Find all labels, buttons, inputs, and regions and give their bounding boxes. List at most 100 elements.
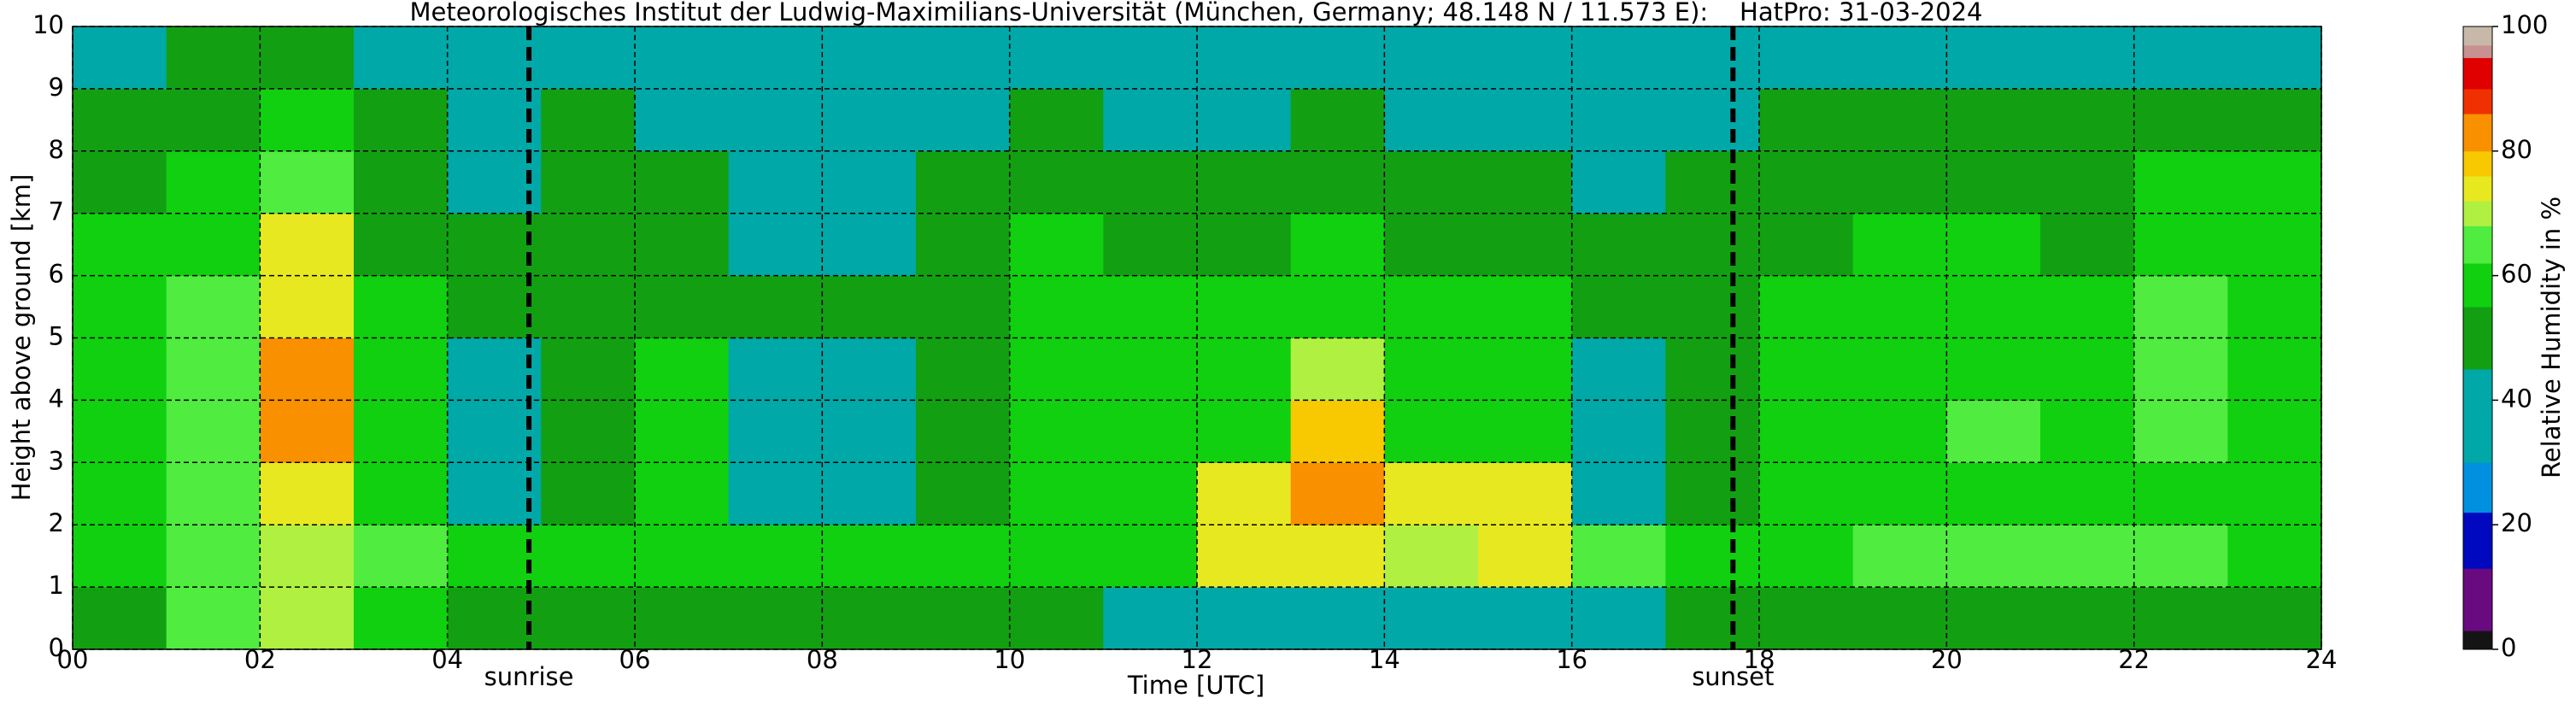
- heatmap-cell: [1009, 275, 1104, 338]
- heatmap-cell: [260, 462, 355, 525]
- heatmap-cell: [728, 275, 823, 338]
- heatmap-cell: [1478, 525, 1573, 588]
- heatmap-cell: [1290, 337, 1385, 401]
- heatmap-cell: [1103, 150, 1198, 214]
- heatmap-cell: [73, 400, 167, 463]
- heatmap-cell: [1009, 525, 1104, 588]
- heatmap-cell: [822, 587, 917, 650]
- heatmap-cell: [1665, 462, 1760, 525]
- colorbar-tick-label: 0: [2501, 633, 2516, 662]
- heatmap-cell: [1665, 88, 1760, 152]
- colorbar-band: [2463, 88, 2492, 114]
- heatmap-cell: [1759, 337, 1854, 401]
- heatmap-cell: [447, 587, 542, 650]
- heatmap-cell: [2040, 26, 2135, 90]
- heatmap-cell: [1290, 88, 1385, 152]
- heatmap-cell: [260, 587, 355, 650]
- heatmap-cell: [1103, 462, 1198, 525]
- heatmap-cell: [354, 525, 449, 588]
- heatmap-cell: [166, 400, 261, 463]
- heatmap-cell: [2133, 26, 2228, 90]
- y-tick-label: 10: [32, 10, 64, 39]
- heatmap-cell: [1852, 400, 1947, 463]
- heatmap-cell: [447, 337, 542, 401]
- heatmap-cell: [916, 26, 1011, 90]
- heatmap-cell: [1852, 275, 1947, 338]
- heatmap-cell: [1665, 525, 1760, 588]
- heatmap-cell: [1946, 525, 2041, 588]
- heatmap-cell: [2227, 400, 2322, 463]
- heatmap-cell: [2040, 337, 2135, 401]
- heatmap-cell: [447, 462, 542, 525]
- heatmap-cell: [2227, 275, 2322, 338]
- y-tick-label: 9: [49, 73, 64, 102]
- heatmap-cell: [447, 26, 542, 90]
- colorbar-tick-label: 40: [2501, 384, 2532, 413]
- heatmap-cell: [1759, 88, 1854, 152]
- heatmap-cell: [1946, 275, 2041, 338]
- colorbar-band: [2463, 226, 2492, 264]
- colorbar-band: [2463, 44, 2492, 58]
- heatmap-cell: [1665, 26, 1760, 90]
- heatmap-cell: [354, 150, 449, 214]
- annotation: sunrise: [484, 662, 574, 691]
- heatmap-cell: [1197, 26, 1292, 90]
- heatmap-cell: [447, 275, 542, 338]
- heatmap-cell: [447, 150, 542, 214]
- heatmap-cell: [1946, 337, 2041, 401]
- heatmap-cell: [1290, 462, 1385, 525]
- heatmap-cell: [1384, 26, 1479, 90]
- heatmap-cell: [166, 462, 261, 525]
- heatmap-cell: [728, 525, 823, 588]
- heatmap-cell: [541, 462, 636, 525]
- heatmap-cell: [1852, 150, 1947, 214]
- heatmap-cell: [166, 26, 261, 90]
- heatmap-cell: [635, 26, 730, 90]
- heatmap-cell: [73, 275, 167, 338]
- heatmap-cell: [1571, 213, 1666, 277]
- heatmap-cell: [1384, 462, 1479, 525]
- heatmap-cell: [635, 213, 730, 277]
- heatmap-cell: [260, 400, 355, 463]
- y-axis-label: Height above ground [km]: [7, 174, 36, 502]
- heatmap-cell: [1665, 275, 1760, 338]
- heatmap-cell: [541, 337, 636, 401]
- heatmap-cell: [1571, 337, 1666, 401]
- heatmap-cell: [1478, 150, 1573, 214]
- heatmap-cell: [1384, 337, 1479, 401]
- heatmap-cell: [1197, 587, 1292, 650]
- colorbar-band: [2463, 201, 2492, 226]
- heatmap-cell: [1759, 275, 1854, 338]
- heatmap-cell: [635, 400, 730, 463]
- heatmap-cell: [1759, 462, 1854, 525]
- heatmap-cell: [1009, 150, 1104, 214]
- heatmap-cell: [2040, 587, 2135, 650]
- heatmap-cell: [728, 213, 823, 277]
- heatmap-cell: [354, 275, 449, 338]
- heatmap-cell: [1759, 26, 1854, 90]
- heatmap-cell: [1759, 400, 1854, 463]
- heatmap-cell: [541, 400, 636, 463]
- heatmap-cell: [1384, 400, 1479, 463]
- heatmap-cell: [2040, 150, 2135, 214]
- heatmap-cell: [1946, 213, 2041, 277]
- heatmap-cell: [1009, 400, 1104, 463]
- heatmap-cell: [1384, 587, 1479, 650]
- heatmap-cell: [73, 88, 167, 152]
- heatmap-cell: [2227, 88, 2322, 152]
- heatmap-cell: [2227, 150, 2322, 214]
- heatmap-cell: [1478, 337, 1573, 401]
- heatmap-cell: [635, 462, 730, 525]
- heatmap-cell: [2040, 213, 2135, 277]
- heatmap-cell: [2040, 462, 2135, 525]
- y-tick-label: 5: [49, 322, 64, 351]
- heatmap-cell: [635, 337, 730, 401]
- heatmap-cell: [1759, 587, 1854, 650]
- heatmap-cell: [1009, 337, 1104, 401]
- heatmap-cell: [1103, 525, 1198, 588]
- heatmap-cell: [1290, 213, 1385, 277]
- y-tick-label: 3: [49, 446, 64, 475]
- heatmap-cell: [916, 400, 1011, 463]
- heatmap-cell: [166, 88, 261, 152]
- heatmap-cell: [1478, 275, 1573, 338]
